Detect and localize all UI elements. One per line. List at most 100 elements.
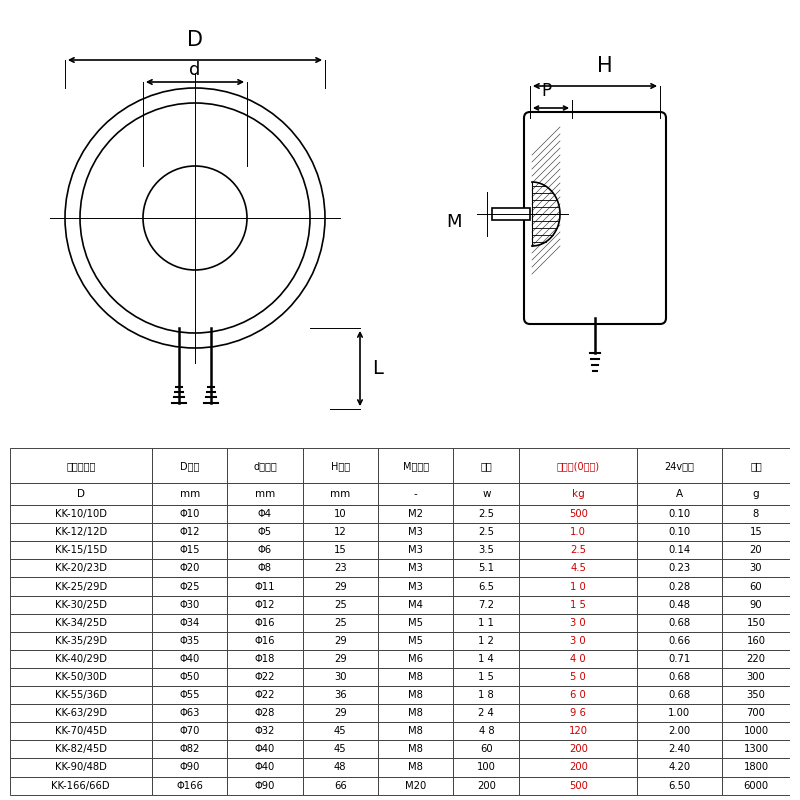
Text: 29: 29 — [334, 708, 346, 718]
Bar — [302, 578, 378, 595]
Text: KK-10/10D: KK-10/10D — [54, 509, 106, 519]
Text: Φ20: Φ20 — [179, 563, 200, 574]
Bar — [227, 686, 302, 704]
Bar — [227, 595, 302, 614]
Bar — [227, 559, 302, 578]
Text: 3 0: 3 0 — [570, 618, 586, 628]
Text: mm: mm — [179, 490, 200, 499]
Text: 0.48: 0.48 — [668, 600, 690, 610]
Bar — [152, 448, 227, 483]
Bar — [302, 777, 378, 794]
Text: M螺纹孔: M螺纹孔 — [402, 461, 429, 470]
Text: 48: 48 — [334, 762, 346, 773]
Text: A: A — [676, 490, 683, 499]
Text: 3.5: 3.5 — [478, 546, 494, 555]
Bar — [637, 542, 722, 559]
Text: 1 0: 1 0 — [570, 582, 586, 591]
Bar — [378, 542, 454, 559]
Text: Φ40: Φ40 — [255, 744, 275, 754]
Bar — [519, 668, 637, 686]
Bar — [378, 523, 454, 542]
Bar — [454, 704, 519, 722]
Text: M3: M3 — [408, 582, 423, 591]
Text: 36: 36 — [334, 690, 346, 700]
Bar — [302, 632, 378, 650]
Bar — [152, 777, 227, 794]
FancyBboxPatch shape — [524, 112, 666, 324]
Text: H: H — [597, 56, 613, 76]
Bar — [722, 777, 790, 794]
Bar — [454, 740, 519, 758]
Text: 0.68: 0.68 — [668, 672, 690, 682]
Text: KK-40/29D: KK-40/29D — [54, 654, 106, 664]
Bar — [152, 758, 227, 777]
Bar — [519, 686, 637, 704]
Bar — [10, 777, 152, 794]
Text: Φ70: Φ70 — [179, 726, 200, 736]
Text: 60: 60 — [480, 744, 493, 754]
Bar — [519, 614, 637, 632]
Bar — [722, 740, 790, 758]
Bar — [378, 632, 454, 650]
Bar — [722, 722, 790, 740]
Text: d吸合面: d吸合面 — [253, 461, 277, 470]
Bar — [152, 578, 227, 595]
Bar — [722, 632, 790, 650]
Text: 300: 300 — [746, 672, 766, 682]
Text: Φ16: Φ16 — [254, 636, 275, 646]
Bar — [637, 650, 722, 668]
Bar — [302, 704, 378, 722]
Text: Φ10: Φ10 — [179, 509, 200, 519]
Text: Φ5: Φ5 — [258, 527, 272, 538]
Bar — [637, 668, 722, 686]
Text: 60: 60 — [750, 582, 762, 591]
Text: M5: M5 — [408, 618, 423, 628]
Bar — [10, 448, 152, 483]
Text: Φ11: Φ11 — [254, 582, 275, 591]
Bar — [637, 758, 722, 777]
Text: 120: 120 — [569, 726, 588, 736]
Bar — [152, 559, 227, 578]
Text: M8: M8 — [408, 672, 423, 682]
Text: 0.66: 0.66 — [668, 636, 690, 646]
Bar — [302, 650, 378, 668]
Text: 吸引力(0距离): 吸引力(0距离) — [557, 461, 600, 470]
Text: mm: mm — [255, 490, 275, 499]
Bar — [10, 505, 152, 523]
Bar — [637, 686, 722, 704]
Text: Φ82: Φ82 — [179, 744, 200, 754]
Text: 29: 29 — [334, 582, 346, 591]
Text: 350: 350 — [746, 690, 766, 700]
Bar — [492, 208, 530, 220]
Text: 1.00: 1.00 — [668, 708, 690, 718]
Bar — [519, 777, 637, 794]
Text: 1 4: 1 4 — [478, 654, 494, 664]
Bar — [152, 632, 227, 650]
Bar — [378, 758, 454, 777]
Text: 23: 23 — [334, 563, 346, 574]
Text: 1800: 1800 — [743, 762, 769, 773]
Text: Φ34: Φ34 — [179, 618, 200, 628]
Text: KK-90/48D: KK-90/48D — [55, 762, 106, 773]
Bar — [637, 483, 722, 505]
Text: 0.68: 0.68 — [668, 690, 690, 700]
Text: KK-63/29D: KK-63/29D — [54, 708, 107, 718]
Bar — [722, 483, 790, 505]
Text: 1000: 1000 — [743, 726, 769, 736]
Text: Φ40: Φ40 — [179, 654, 200, 664]
Text: M8: M8 — [408, 762, 423, 773]
Text: 失电试型号: 失电试型号 — [66, 461, 95, 470]
Bar — [519, 505, 637, 523]
Bar — [519, 559, 637, 578]
Bar — [302, 740, 378, 758]
Bar — [302, 722, 378, 740]
Bar — [227, 578, 302, 595]
Bar — [519, 632, 637, 650]
Bar — [152, 483, 227, 505]
Text: M8: M8 — [408, 708, 423, 718]
Bar — [10, 704, 152, 722]
Bar — [227, 505, 302, 523]
Text: 1 2: 1 2 — [478, 636, 494, 646]
Text: 700: 700 — [746, 708, 766, 718]
Bar — [227, 632, 302, 650]
